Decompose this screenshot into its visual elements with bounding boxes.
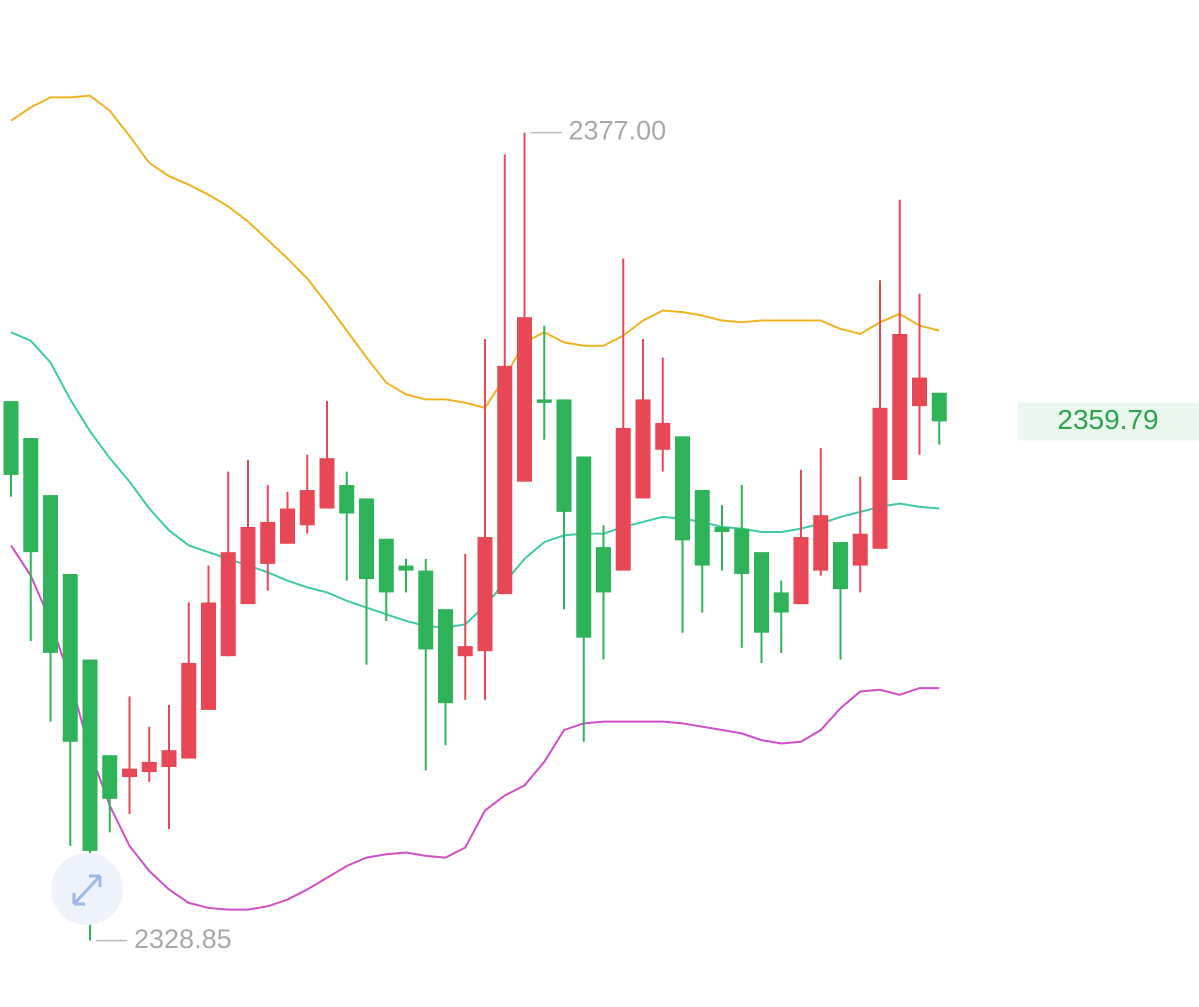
indicator-line <box>10 544 940 911</box>
candle-body <box>181 662 197 759</box>
candle-body <box>359 498 374 579</box>
candles-layer <box>3 132 947 941</box>
candle-body <box>497 365 513 595</box>
candle-body <box>339 485 355 514</box>
indicator-line <box>10 331 940 629</box>
candle-body <box>793 537 809 605</box>
candle-body <box>852 533 868 566</box>
candle-body <box>833 542 848 590</box>
ui-layer: 2359.79 2377.00 2328.85 <box>96 116 1199 954</box>
candle-body <box>378 538 394 593</box>
candle-body <box>319 458 335 509</box>
candle-body <box>82 659 98 851</box>
candle-body <box>813 515 829 571</box>
candle-body <box>536 399 552 403</box>
candle-body <box>220 552 236 657</box>
candle-body <box>122 768 137 778</box>
candle-body <box>912 377 927 407</box>
candle-body <box>201 602 216 710</box>
candle-body <box>3 401 19 475</box>
candle-body <box>931 392 947 422</box>
candle-body <box>734 528 750 574</box>
candle-body <box>438 609 453 704</box>
candle-body <box>141 761 157 772</box>
candle-body <box>240 526 256 605</box>
candle-body <box>102 755 118 799</box>
last-price-label: 2359.79 <box>1057 404 1158 435</box>
candle-body <box>260 521 276 564</box>
candle-body <box>576 456 592 638</box>
annotation-label: 2328.85 <box>134 924 232 954</box>
candle-body <box>655 422 671 450</box>
candle-body <box>675 436 690 541</box>
annotation-label: 2377.00 <box>569 116 667 146</box>
candle-body <box>161 750 177 767</box>
candle-body <box>457 646 473 657</box>
candle-body <box>872 407 888 549</box>
candle-body <box>418 570 434 650</box>
lines-layer <box>10 94 940 911</box>
last-price-tag <box>1018 402 1199 441</box>
expand-button[interactable] <box>51 853 123 925</box>
candle-body <box>615 427 631 571</box>
candle-body <box>23 438 39 553</box>
candle-body <box>398 565 414 571</box>
candle-body <box>43 495 58 653</box>
candle-body <box>635 399 651 499</box>
candle-body <box>892 333 908 480</box>
candle-body <box>714 526 730 533</box>
candle-body <box>62 573 78 742</box>
expand-icon[interactable] <box>72 874 102 906</box>
indicator-line <box>10 94 940 409</box>
candle-body <box>773 592 789 613</box>
candle-body <box>299 490 315 526</box>
candle-body <box>280 508 295 544</box>
candle-body <box>477 537 493 652</box>
candle-body <box>556 399 572 512</box>
candle-body <box>517 317 532 482</box>
candle-body <box>754 552 769 633</box>
candle-body <box>596 547 611 593</box>
candle-body <box>694 490 710 566</box>
